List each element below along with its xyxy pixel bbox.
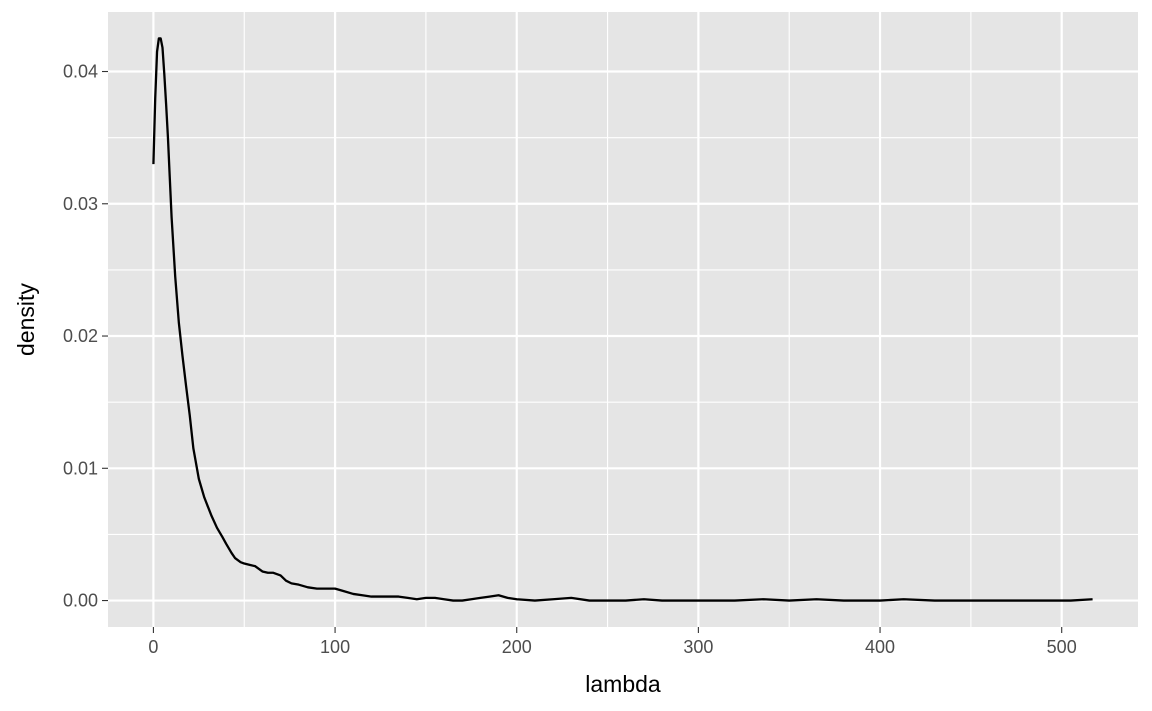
plot-panel bbox=[108, 12, 1138, 627]
x-tick-label: 100 bbox=[320, 637, 350, 657]
x-tick-label: 200 bbox=[502, 637, 532, 657]
x-tick-label: 500 bbox=[1047, 637, 1077, 657]
y-tick-label: 0.01 bbox=[63, 458, 98, 478]
minor-gridlines bbox=[108, 12, 1138, 627]
y-axis: 0.00 0.01 0.02 0.03 0.04 bbox=[63, 62, 108, 611]
x-tick-label: 0 bbox=[148, 637, 158, 657]
x-tick-label: 300 bbox=[683, 637, 713, 657]
major-gridlines bbox=[108, 12, 1138, 627]
x-tick-label: 400 bbox=[865, 637, 895, 657]
y-axis-title: density bbox=[13, 283, 39, 356]
density-line bbox=[152, 37, 1093, 602]
x-axis-title: lambda bbox=[585, 671, 661, 697]
y-tick-label: 0.03 bbox=[63, 194, 98, 214]
x-axis: 0 100 200 300 400 500 bbox=[148, 627, 1077, 657]
y-tick-label: 0.04 bbox=[63, 62, 98, 82]
y-tick-label: 0.00 bbox=[63, 591, 98, 611]
y-tick-label: 0.02 bbox=[63, 326, 98, 346]
